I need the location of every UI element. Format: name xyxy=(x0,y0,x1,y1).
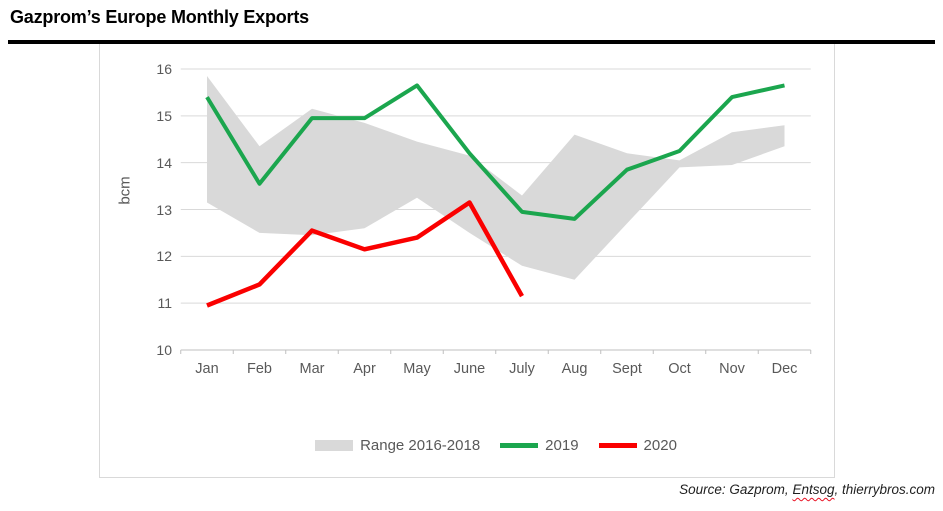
legend-swatch-2019 xyxy=(500,443,539,448)
y-tick-label: 14 xyxy=(156,154,172,171)
legend-swatch-band xyxy=(315,440,354,451)
x-tick-label: Dec xyxy=(771,361,798,377)
x-tick-label: Sept xyxy=(612,361,642,377)
legend-label: 2020 xyxy=(643,437,677,454)
legend-label: 2019 xyxy=(545,437,579,454)
y-tick-label: 11 xyxy=(157,295,172,312)
legend-swatch-2020 xyxy=(598,443,637,448)
x-tick-label: Aug xyxy=(561,361,588,377)
x-tick-label: May xyxy=(403,361,431,377)
x-tick-label: Apr xyxy=(353,361,376,377)
x-tick-label: Jan xyxy=(195,361,219,377)
y-tick-label: 13 xyxy=(156,201,172,218)
y-tick-label: 16 xyxy=(156,61,172,77)
legend-label: Range 2016-2018 xyxy=(360,437,481,454)
source-entsog: Entsog xyxy=(792,482,835,497)
source-prefix: Source: Gazprom, xyxy=(679,482,793,497)
x-axis-ticks: Jan Feb Mar Apr May June July Aug Sept Oct Nov Dec xyxy=(0,361,943,381)
title-divider xyxy=(8,40,935,44)
legend-item-range-2016-2018: Range 2016-2018 xyxy=(315,437,480,454)
y-tick-label: 12 xyxy=(156,248,172,265)
chart-frame xyxy=(99,44,835,478)
x-tick-label: Feb xyxy=(247,361,272,377)
chart-legend: Range 2016-2018 2019 2020 xyxy=(181,437,811,454)
x-tick-label: Nov xyxy=(719,361,745,377)
x-tick-label: Oct xyxy=(668,361,691,377)
chart-title: Gazprom’s Europe Monthly Exports xyxy=(10,7,309,27)
y-tick-label: 15 xyxy=(156,107,172,124)
y-axis-ticks: 10 11 12 13 14 15 16 xyxy=(130,0,172,400)
source-text: Source: Gazprom, Entsog, thierrybros.com xyxy=(679,482,935,497)
legend-item-2019: 2019 xyxy=(500,437,579,454)
x-tick-label: Mar xyxy=(299,361,325,377)
y-tick-label: 10 xyxy=(156,342,172,358)
x-tick-label: June xyxy=(453,361,486,377)
source-suffix: , thierrybros.com xyxy=(834,482,935,497)
x-tick-label: July xyxy=(509,361,535,377)
legend-item-2020: 2020 xyxy=(598,437,677,454)
